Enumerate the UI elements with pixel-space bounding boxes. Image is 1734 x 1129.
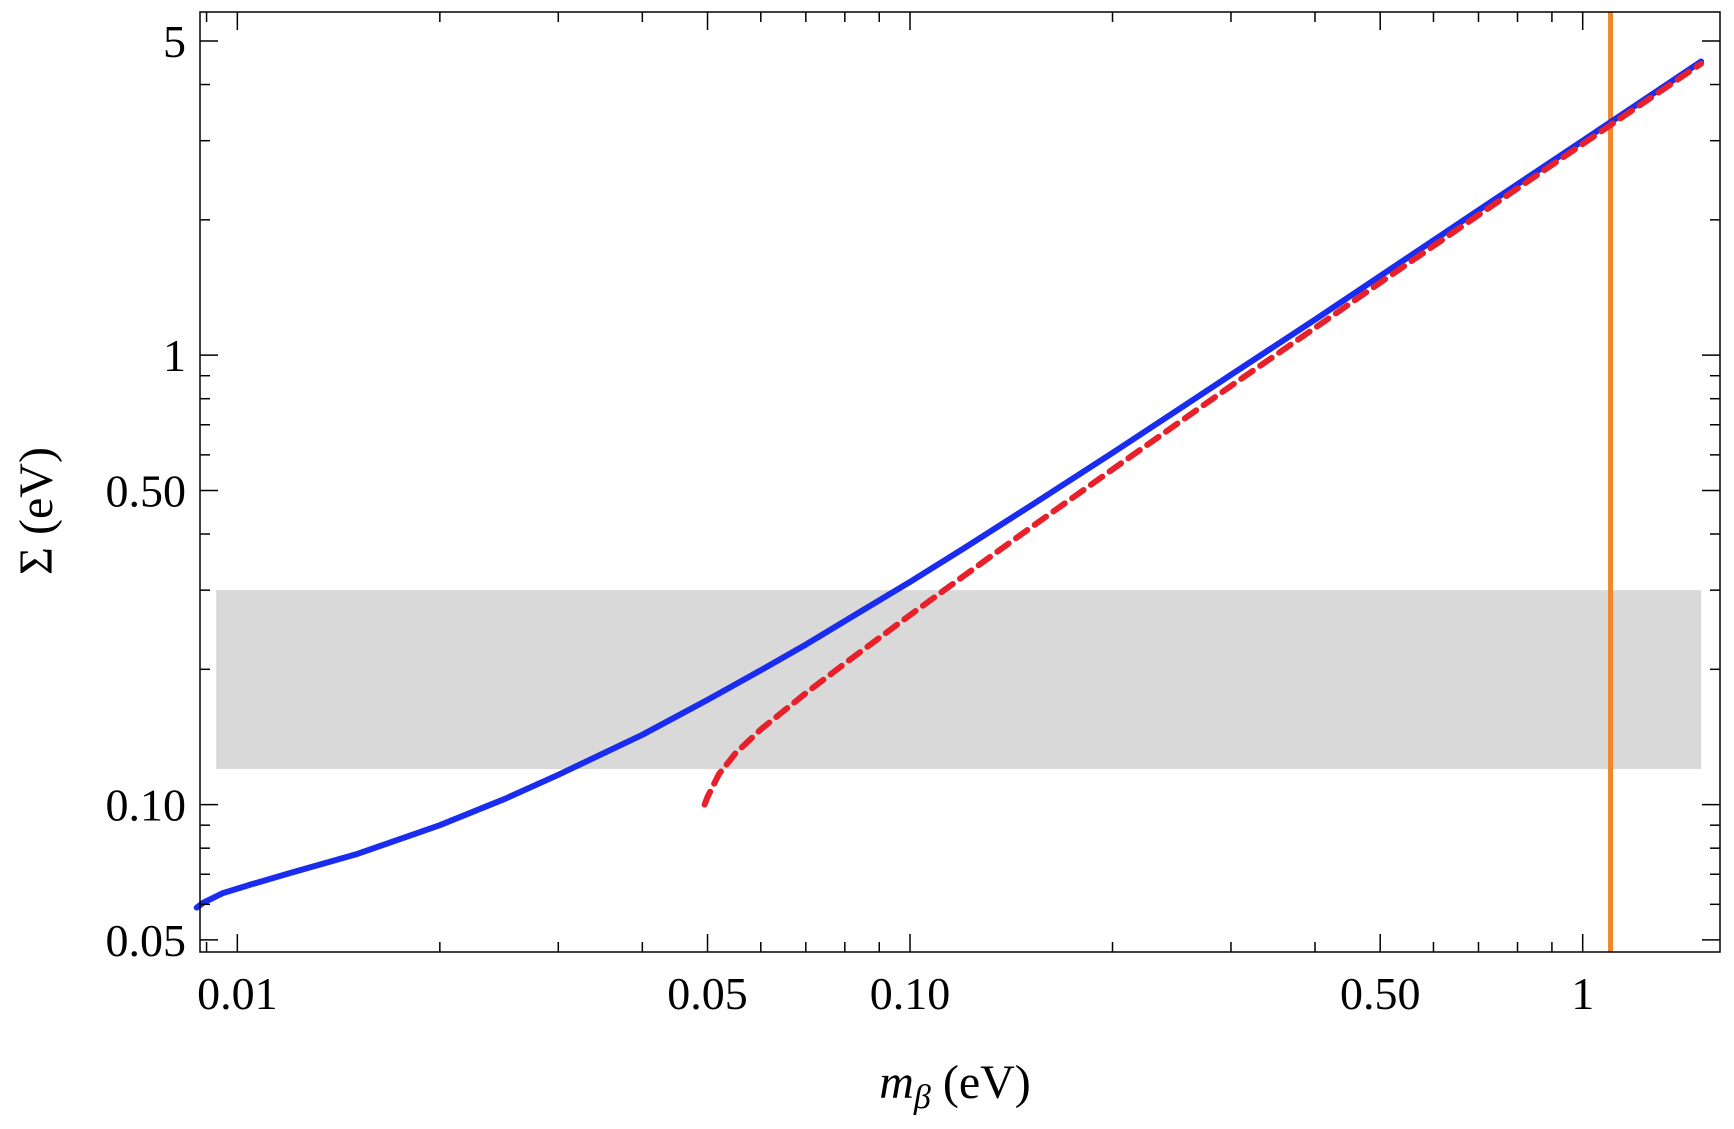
dashed-series-line xyxy=(701,60,1705,808)
solid-series-line xyxy=(193,58,1705,911)
y-tick-label: 0.50 xyxy=(106,465,187,516)
x-tick-label: 0.10 xyxy=(870,968,951,1019)
ticks-layer xyxy=(200,12,1720,952)
x-tick-label: 0.05 xyxy=(667,968,748,1019)
x-axis-label-subscript: β xyxy=(913,1079,931,1116)
plot-frame xyxy=(199,11,1721,953)
y-tick-label: 1 xyxy=(163,330,186,381)
y-tick-label: 0.10 xyxy=(106,780,187,831)
y-axis-label: Σ (eV) xyxy=(10,447,63,575)
series-layer xyxy=(193,58,1705,911)
shaded-band xyxy=(216,590,1702,770)
x-axis-label-symbol: m xyxy=(879,1056,914,1109)
y-tick-label: 0.05 xyxy=(106,915,187,966)
band-layer xyxy=(216,590,1702,770)
x-axis-label-unit: (eV) xyxy=(931,1056,1031,1109)
x-axis-label: mβ (eV) xyxy=(879,1056,1031,1116)
y-tick-label: 5 xyxy=(163,16,186,67)
frame-layer xyxy=(199,11,1721,953)
x-tick-label: 0.50 xyxy=(1340,968,1421,1019)
x-tick-label: 0.01 xyxy=(197,968,278,1019)
x-tick-label: 1 xyxy=(1571,968,1594,1019)
